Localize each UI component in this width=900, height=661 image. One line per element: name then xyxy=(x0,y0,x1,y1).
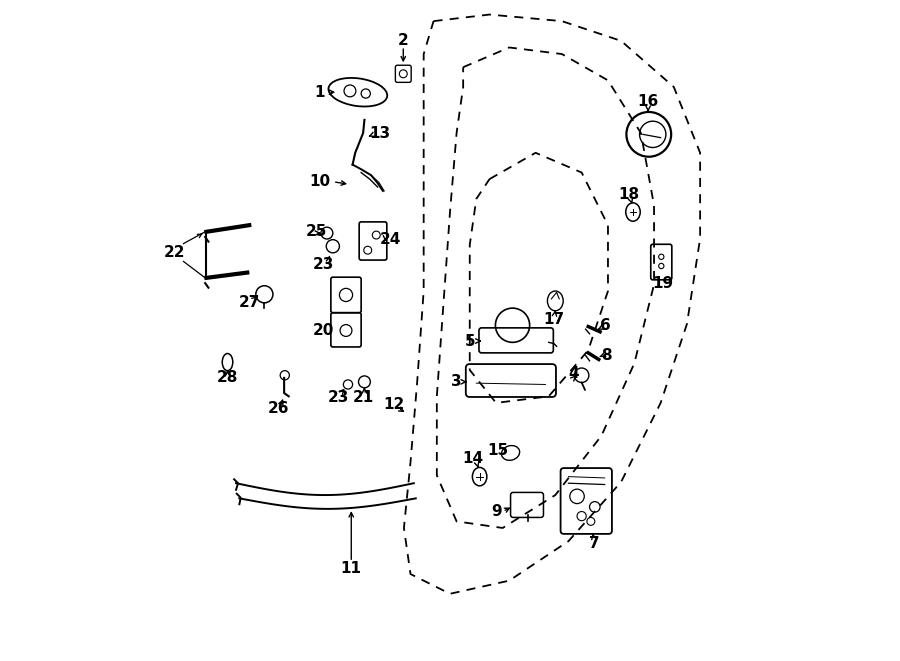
Text: 12: 12 xyxy=(383,397,405,412)
Text: 25: 25 xyxy=(306,224,327,239)
Text: 27: 27 xyxy=(238,295,260,310)
Text: 28: 28 xyxy=(217,370,239,385)
Text: 8: 8 xyxy=(601,348,612,363)
Text: 13: 13 xyxy=(369,126,390,141)
Text: 5: 5 xyxy=(464,334,475,348)
Text: 19: 19 xyxy=(652,276,673,291)
Text: 23: 23 xyxy=(328,390,349,405)
Text: 20: 20 xyxy=(313,323,334,338)
Text: 14: 14 xyxy=(463,451,483,466)
Text: 18: 18 xyxy=(618,188,640,202)
Text: 24: 24 xyxy=(380,232,401,247)
Text: 3: 3 xyxy=(451,374,462,389)
Text: 11: 11 xyxy=(341,561,362,576)
Text: 9: 9 xyxy=(491,504,501,519)
Text: 2: 2 xyxy=(398,34,409,48)
Text: 22: 22 xyxy=(164,245,185,260)
Text: 10: 10 xyxy=(309,175,330,189)
Text: 16: 16 xyxy=(637,94,658,109)
Text: 21: 21 xyxy=(353,390,374,405)
Text: 15: 15 xyxy=(487,443,508,458)
Text: 17: 17 xyxy=(544,313,564,327)
Text: 6: 6 xyxy=(600,318,611,332)
Text: 4: 4 xyxy=(569,366,579,381)
Text: 26: 26 xyxy=(268,401,290,416)
Text: 23: 23 xyxy=(313,257,334,272)
Text: 7: 7 xyxy=(590,536,600,551)
Text: 1: 1 xyxy=(314,85,325,100)
